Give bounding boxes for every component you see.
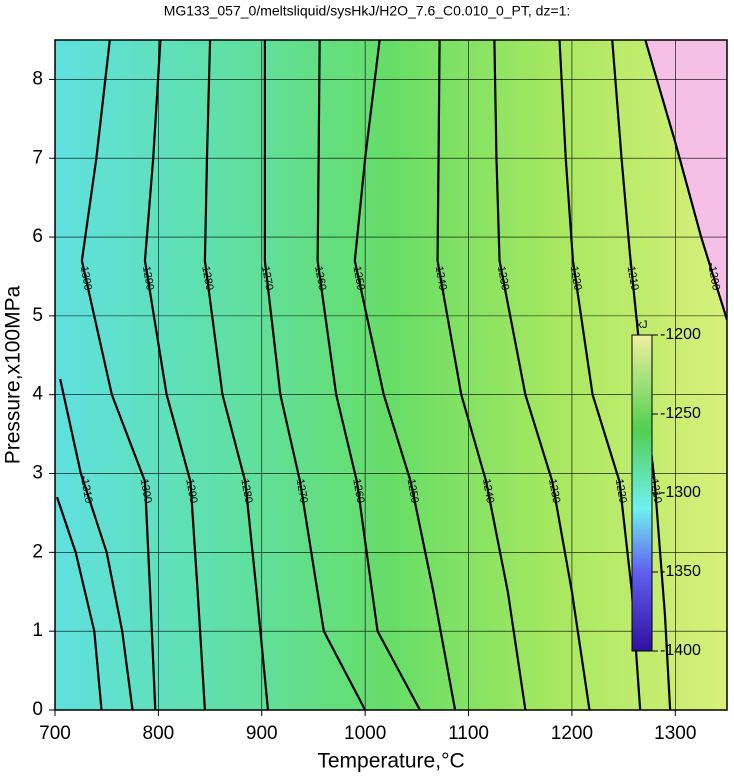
y-tick-label: 1	[32, 620, 43, 641]
contour-label: -1200	[705, 262, 722, 292]
contour-line	[436, 40, 527, 710]
contour-label: -1230	[545, 474, 562, 504]
x-tick-label: 1100	[448, 723, 489, 744]
y-tick-label: 2	[32, 541, 43, 562]
colorbar-tick-label: -1250	[660, 405, 701, 422]
contour-label: -1310	[78, 474, 95, 504]
contour-line	[644, 40, 727, 321]
x-tick-label: 900	[246, 723, 278, 744]
x-tick-label: 1300	[654, 723, 696, 744]
colorbar-tick-label: -1400	[660, 642, 701, 659]
contour-label: -1220	[612, 474, 629, 504]
y-tick-label: 4	[32, 384, 43, 405]
x-tick-label: 700	[39, 723, 71, 744]
contour-line	[59, 378, 134, 710]
chart-title: MG133_057_0/meltsliquid/sysHkJ/H2O_7.6_C…	[164, 3, 571, 19]
contour-line	[203, 40, 270, 710]
x-tick-label: 1000	[344, 723, 386, 744]
colorbar-label: kJ	[637, 319, 648, 331]
contour-line	[263, 40, 367, 710]
y-tick-label: 3	[32, 463, 43, 484]
contour-label: -1260	[312, 262, 329, 292]
contour-label: -1280	[199, 262, 216, 292]
contour-label: -1280	[238, 474, 255, 504]
contour-label: -1290	[183, 474, 200, 504]
colorbar	[631, 334, 653, 652]
contour-label: -1240	[432, 262, 449, 292]
colorbar-tick-label: -1200	[660, 326, 701, 343]
contour-line	[493, 40, 591, 710]
contour-line	[353, 40, 457, 710]
contour-label: -1250	[404, 474, 421, 504]
contour-label: -1300	[77, 262, 94, 292]
y-tick-label: 8	[32, 68, 43, 89]
plot-frame	[54, 39, 728, 711]
contour-label: -1250	[350, 262, 367, 292]
x-tick-label: 1200	[551, 723, 593, 744]
contour-line	[316, 40, 421, 710]
y-tick-label: 0	[32, 699, 43, 720]
y-tick-label: 7	[32, 147, 43, 168]
contour-label: -1270	[293, 474, 310, 504]
contour-label: -1210	[624, 262, 641, 292]
contour-line	[143, 40, 207, 710]
contour-line	[56, 496, 103, 710]
contour-label: -1270	[258, 262, 275, 292]
y-tick-label: 5	[32, 305, 43, 326]
contour-label: -1290	[139, 262, 156, 292]
x-tick-label: 800	[143, 723, 175, 744]
contour-label: -1300	[137, 474, 154, 504]
contour-line	[80, 40, 157, 710]
contour-label: -1220	[567, 262, 584, 292]
y-axis-label: Pressure,x100MPa	[2, 285, 25, 464]
contour-label: -1240	[479, 474, 496, 504]
colorbar-tick-label: -1350	[660, 563, 701, 580]
contour-label: -1260	[350, 474, 367, 504]
y-tick-label: 6	[32, 226, 43, 247]
contour-label: -1230	[494, 262, 511, 292]
x-axis-label: Temperature,°C	[317, 750, 464, 773]
colorbar-tick-label: -1300	[660, 484, 701, 501]
plot-background	[55, 40, 727, 710]
